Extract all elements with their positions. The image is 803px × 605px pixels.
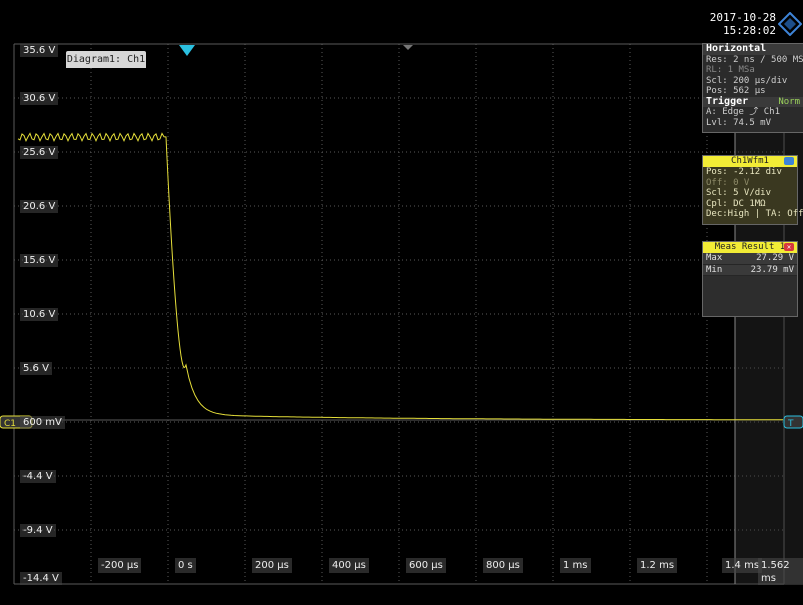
ch1-waveform-trace: [17, 132, 783, 421]
meas-result-panel[interactable]: Meas Result 1 ✕ Max 27.29 V Min 23.79 mV: [702, 241, 798, 317]
grid: [13, 43, 785, 585]
y-tick-label: -9.4 V: [20, 524, 56, 537]
y-tick-label: 15.6 V: [20, 254, 59, 267]
trigger-level-marker[interactable]: T: [783, 415, 803, 429]
ch1-scale: Scl: 5 V/div: [706, 188, 772, 198]
x-tick-label: 200 µs: [252, 558, 292, 573]
datetime-display: 2017-10-28 15:28:02: [704, 11, 776, 37]
ch1-waveform-panel[interactable]: Ch1Wfm1 Pos: -2.12 div Off: 0 V Scl: 5 V…: [702, 155, 803, 225]
trigger-mode: Norm: [778, 96, 800, 107]
meas-panel-header[interactable]: Meas Result 1 ✕: [703, 242, 797, 253]
y-tick-label: 30.6 V: [20, 92, 59, 105]
x-tick-label: 1.2 ms: [637, 558, 678, 573]
meas-row-min: Min 23.79 mV: [703, 264, 797, 276]
y-tick-label: -4.4 V: [20, 470, 56, 483]
ch1-panel-title: Ch1Wfm1: [731, 156, 769, 166]
x-tick-label: 800 µs: [483, 558, 523, 573]
date-text: 2017-10-28: [709, 11, 776, 24]
meas-row-max: Max 27.29 V: [703, 253, 797, 265]
x-tick-label: 1.562 ms: [758, 558, 803, 586]
bottom-bar: [0, 585, 803, 605]
ch1-offset: Off: 0 V: [706, 177, 750, 188]
x-tick-label: -200 µs: [98, 558, 142, 573]
y-tick-label: 25.6 V: [20, 146, 59, 159]
x-tick-label: 0 s: [175, 558, 196, 573]
trigger-header[interactable]: Trigger Norm: [703, 95, 803, 107]
meas-value: 23.79 mV: [750, 264, 794, 275]
diagram-tab[interactable]: Diagram1: Ch1: [66, 51, 146, 68]
y-tick-label: 600 mV: [20, 416, 65, 429]
panel-toggle-icon[interactable]: [784, 157, 794, 165]
rohde-schwarz-logo-icon[interactable]: [778, 12, 802, 36]
trigger-marker-icon[interactable]: [179, 45, 195, 56]
meas-panel-title: Meas Result 1: [714, 242, 786, 252]
ch1-position: Pos: -2.12 div: [706, 167, 782, 177]
horizontal-rl: RL: 1 MSa: [706, 65, 755, 75]
y-tick-label: 5.6 V: [20, 362, 52, 375]
x-tick-label: 400 µs: [329, 558, 369, 573]
trigger-edge: A: Edge ⤴ Ch1: [706, 107, 781, 117]
x-tick-label: 1.4 ms: [722, 558, 763, 573]
horizontal-scale: Scl: 200 µs/div: [706, 75, 788, 86]
meas-value: 27.29 V: [756, 253, 794, 263]
time-text: 15:28:02: [723, 24, 776, 37]
x-tick-label: 1 ms: [560, 558, 591, 573]
ch1-coupling: Cpl: DC 1MΩ: [706, 198, 766, 209]
trigger-level: Lvl: 74.5 mV: [706, 117, 772, 128]
y-tick-label: 35.6 V: [20, 44, 59, 57]
y-tick-label: -14.4 V: [20, 572, 62, 585]
ch1-marker-label: C1: [4, 419, 16, 429]
meas-label: Max: [706, 253, 723, 263]
horizontal-panel[interactable]: Horizontal Res: 2 ns / 500 MSa/s RL: 1 M…: [702, 43, 803, 133]
trigger-title: Trigger: [706, 95, 749, 107]
close-icon[interactable]: ✕: [784, 243, 794, 251]
position-marker-icon: [403, 45, 413, 50]
x-tick-label: 600 µs: [406, 558, 446, 573]
meas-label: Min: [706, 264, 723, 275]
svg-text:T: T: [787, 419, 794, 429]
horizontal-res: Res: 2 ns / 500 MSa/s: [706, 54, 803, 65]
ch1-decimation: Dec:High | TA: Off: [706, 209, 803, 219]
horizontal-title: Horizontal: [703, 43, 803, 55]
y-tick-label: 20.6 V: [20, 200, 59, 213]
horizontal-position: Pos: 562 µs: [706, 86, 766, 96]
y-tick-label: 10.6 V: [20, 308, 59, 321]
ch1-panel-header[interactable]: Ch1Wfm1: [703, 156, 797, 167]
